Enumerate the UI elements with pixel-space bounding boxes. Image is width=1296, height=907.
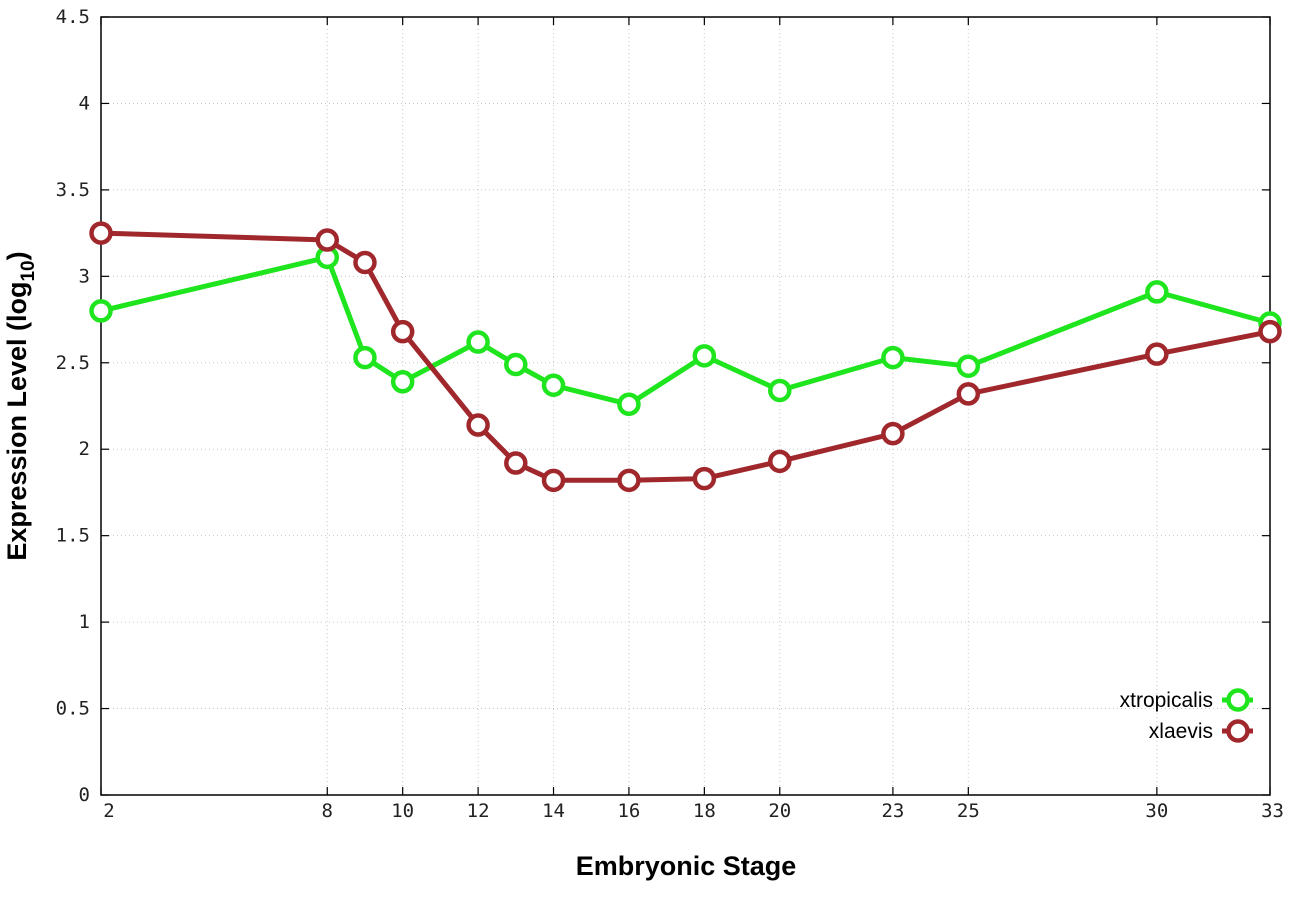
data-point-xlaevis — [956, 382, 981, 406]
x-tick-label: 16 — [617, 800, 640, 822]
data-point-xtropicalis — [956, 354, 981, 378]
x-tick-label: 18 — [693, 800, 716, 822]
x-tick-label: 10 — [391, 800, 414, 822]
data-point-xtropicalis — [1145, 280, 1169, 304]
legend-swatch-marker-xtropicalis — [1226, 688, 1250, 712]
y-tick-label: 3.5 — [56, 179, 90, 201]
data-point-xlaevis — [692, 466, 717, 491]
data-point-xlaevis — [353, 250, 377, 275]
y-tick-label: 2 — [79, 438, 90, 460]
x-tick-label: 14 — [542, 800, 565, 822]
legend-label-xtropicalis: xtropicalis — [1120, 689, 1213, 712]
y-tick-label: 3 — [79, 265, 90, 287]
y-axis-title-suffix: ) — [2, 251, 32, 260]
data-point-xtropicalis — [504, 352, 528, 377]
plot-frame — [100, 16, 1271, 796]
data-point-xlaevis — [541, 468, 566, 493]
data-point-xlaevis — [1258, 319, 1282, 344]
x-tick-label: 30 — [1145, 800, 1168, 822]
data-point-xtropicalis — [390, 370, 415, 394]
x-axis-title: Embryonic Stage — [576, 851, 797, 881]
legend-label-xlaevis: xlaevis — [1149, 720, 1213, 743]
tick-layer: 0 0.5 1 1.5 2 2.5 3 3.5 4 4.5 2 8 10 12 14 16 18 20 23 25 30… — [56, 6, 1284, 822]
data-point-xtropicalis — [692, 344, 717, 368]
y-tick-label: 1.5 — [56, 525, 90, 547]
data-point-xtropicalis — [541, 373, 566, 398]
data-point-xlaevis — [617, 468, 641, 493]
series-layer — [89, 221, 1282, 493]
x-tick-label: 12 — [467, 800, 490, 822]
x-tick-label: 2 — [103, 800, 114, 822]
x-tick-label: 25 — [957, 800, 980, 822]
y-tick-label: 4.5 — [56, 6, 90, 28]
y-axis-title: Expression Level (log10) — [2, 251, 39, 560]
data-point-xlaevis — [504, 451, 528, 475]
y-tick-label: 0.5 — [56, 698, 90, 720]
data-point-xlaevis — [1145, 342, 1169, 366]
legend: xtropicalis xlaevis — [1120, 688, 1253, 743]
series-xtropicalis — [89, 245, 1282, 417]
x-tick-label: 20 — [768, 800, 791, 822]
y-tick-label: 1 — [79, 611, 90, 633]
series-line-xtropicalis — [100, 254, 1271, 407]
series-line-xlaevis — [100, 230, 1271, 483]
data-point-xlaevis — [89, 221, 113, 245]
legend-swatch-marker-xlaevis — [1226, 719, 1250, 743]
data-point-xtropicalis — [881, 345, 905, 370]
data-point-xtropicalis — [617, 392, 641, 417]
x-tick-label: 8 — [322, 800, 333, 822]
data-point-xlaevis — [390, 319, 415, 344]
data-point-xlaevis — [768, 449, 792, 474]
y-axis-title-subscript: 10 — [18, 260, 39, 281]
data-point-xlaevis — [315, 228, 340, 252]
y-axis-title-main: Expression Level (log — [2, 282, 32, 561]
data-point-xlaevis — [466, 413, 490, 437]
y-tick-label: 2.5 — [56, 352, 90, 374]
y-tick-label: 0 — [79, 784, 90, 806]
data-point-xtropicalis — [768, 378, 792, 403]
data-point-xtropicalis — [466, 330, 490, 354]
x-tick-label: 23 — [881, 800, 904, 822]
series-xlaevis — [89, 221, 1282, 493]
grid-layer — [101, 17, 1270, 795]
data-point-xlaevis — [881, 421, 905, 446]
x-tick-label: 33 — [1261, 800, 1284, 822]
data-point-xtropicalis — [353, 345, 377, 370]
y-tick-label: 4 — [79, 92, 90, 114]
data-point-xtropicalis — [89, 299, 113, 323]
